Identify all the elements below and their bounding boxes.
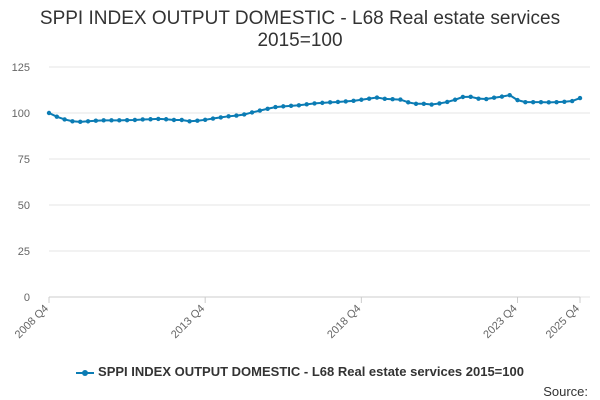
data-point[interactable] bbox=[171, 117, 177, 123]
data-point[interactable] bbox=[140, 117, 145, 122]
data-point[interactable] bbox=[257, 108, 263, 113]
data-point[interactable] bbox=[507, 92, 512, 98]
y-tick-label: 25 bbox=[18, 246, 30, 258]
data-point[interactable] bbox=[132, 117, 138, 123]
chart-title: SPPI INDEX OUTPUT DOMESTIC - L68 Real es… bbox=[39, 8, 561, 29]
data-point[interactable] bbox=[296, 103, 302, 108]
data-point[interactable] bbox=[515, 97, 520, 103]
data-point[interactable] bbox=[577, 95, 583, 101]
chart-subtitle: 2015=100 bbox=[257, 30, 343, 51]
y-tick-label: 100 bbox=[12, 108, 30, 120]
data-point[interactable] bbox=[390, 97, 395, 102]
data-point[interactable] bbox=[374, 95, 380, 100]
data-point[interactable] bbox=[366, 96, 372, 101]
data-point[interactable] bbox=[343, 99, 348, 104]
legend-marker-icon bbox=[76, 368, 95, 378]
data-point[interactable] bbox=[70, 119, 75, 124]
data-point[interactable] bbox=[530, 99, 536, 105]
y-tick-label: 125 bbox=[12, 62, 30, 74]
series-line bbox=[48, 94, 581, 123]
data-point[interactable] bbox=[218, 115, 223, 120]
x-tick-label: 2008 Q4 bbox=[13, 303, 51, 341]
data-point[interactable] bbox=[359, 97, 364, 102]
data-point[interactable] bbox=[265, 106, 270, 111]
data-point[interactable] bbox=[179, 117, 184, 123]
data-point[interactable] bbox=[491, 95, 497, 100]
data-point[interactable] bbox=[398, 97, 403, 102]
data-point[interactable] bbox=[304, 102, 309, 107]
data-point[interactable] bbox=[413, 101, 419, 107]
data-point[interactable] bbox=[101, 118, 106, 123]
data-point[interactable] bbox=[148, 117, 153, 122]
data-point[interactable] bbox=[62, 117, 67, 122]
data-point[interactable] bbox=[335, 99, 341, 105]
y-tick-label: 0 bbox=[24, 292, 30, 304]
x-tick-label: 2018 Q4 bbox=[325, 303, 363, 341]
data-point[interactable] bbox=[476, 96, 481, 101]
y-axis: 0 25 50 75 100 125 bbox=[12, 62, 30, 304]
data-point[interactable] bbox=[437, 101, 442, 106]
data-point[interactable] bbox=[569, 98, 575, 104]
data-point[interactable] bbox=[484, 96, 489, 102]
data-point[interactable] bbox=[281, 104, 286, 109]
data-point[interactable] bbox=[382, 96, 387, 102]
x-tick-label: 2023 Q4 bbox=[481, 303, 519, 341]
data-point[interactable] bbox=[312, 101, 317, 106]
data-point[interactable] bbox=[249, 110, 255, 115]
x-tick-label: 2013 Q4 bbox=[169, 303, 207, 341]
series-group bbox=[46, 92, 583, 125]
data-point[interactable] bbox=[93, 118, 99, 123]
data-point[interactable] bbox=[210, 116, 216, 121]
data-point[interactable] bbox=[78, 119, 83, 125]
data-point[interactable] bbox=[327, 100, 333, 105]
data-point[interactable] bbox=[242, 112, 247, 117]
data-point[interactable] bbox=[421, 101, 427, 107]
data-point[interactable] bbox=[124, 117, 130, 123]
data-point[interactable] bbox=[445, 99, 450, 105]
data-point[interactable] bbox=[468, 94, 473, 100]
data-point[interactable] bbox=[195, 118, 200, 123]
data-point[interactable] bbox=[499, 94, 505, 99]
data-point[interactable] bbox=[429, 102, 434, 107]
data-point[interactable] bbox=[562, 99, 567, 104]
data-point[interactable] bbox=[351, 98, 356, 104]
data-point[interactable] bbox=[163, 117, 169, 122]
legend-label: SPPI INDEX OUTPUT DOMESTIC - L68 Real es… bbox=[98, 364, 524, 379]
y-tick-label: 50 bbox=[18, 200, 30, 212]
data-point[interactable] bbox=[117, 118, 122, 123]
x-tick-label: 2025 Q4 bbox=[544, 303, 582, 341]
x-axis: 2008 Q4 2013 Q4 2018 Q4 2023 Q4 2025 Q4 bbox=[13, 296, 582, 341]
legend[interactable]: SPPI INDEX OUTPUT DOMESTIC - L68 Real es… bbox=[0, 364, 600, 379]
data-point[interactable] bbox=[109, 118, 114, 123]
data-point[interactable] bbox=[202, 117, 208, 123]
data-point[interactable] bbox=[187, 119, 192, 124]
source-label: Source: bbox=[543, 384, 588, 399]
data-point[interactable] bbox=[46, 110, 52, 116]
data-point[interactable] bbox=[546, 100, 551, 105]
data-point[interactable] bbox=[460, 94, 466, 100]
data-point[interactable] bbox=[538, 99, 544, 105]
data-point[interactable] bbox=[554, 99, 559, 105]
data-point[interactable] bbox=[273, 104, 278, 110]
data-point[interactable] bbox=[320, 100, 325, 106]
data-point[interactable] bbox=[85, 119, 91, 124]
grid-lines bbox=[49, 66, 590, 298]
y-tick-label: 75 bbox=[18, 154, 30, 166]
data-point[interactable] bbox=[234, 113, 239, 118]
data-point[interactable] bbox=[523, 99, 528, 105]
data-point[interactable] bbox=[406, 100, 411, 105]
data-point[interactable] bbox=[452, 97, 458, 102]
data-point[interactable] bbox=[226, 114, 231, 119]
data-point[interactable] bbox=[156, 116, 161, 122]
data-point[interactable] bbox=[288, 103, 294, 109]
data-point[interactable] bbox=[54, 114, 60, 119]
